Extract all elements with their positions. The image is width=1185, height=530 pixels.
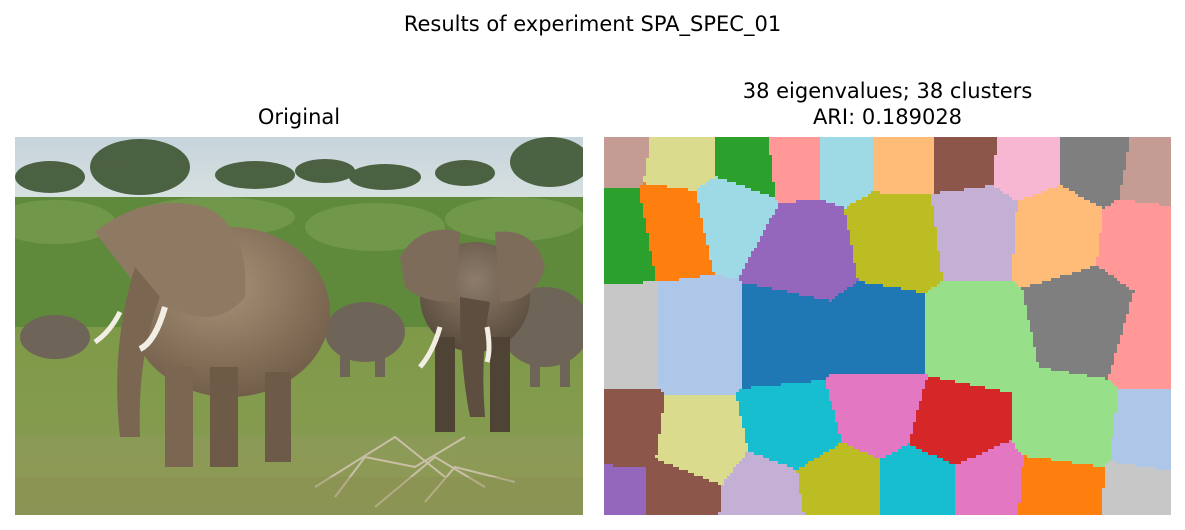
segmentation-title-ari: ARI: 0.189028 (604, 104, 1171, 130)
segmentation-map (604, 137, 1171, 515)
figure-title: Results of experiment SPA_SPEC_01 (0, 12, 1185, 36)
original-panel-title: Original (15, 104, 583, 130)
original-image (15, 137, 583, 515)
segmentation-panel-title: 38 eigenvalues; 38 clusters ARI: 0.18902… (604, 78, 1171, 130)
segmentation-title-eigenvalues: 38 eigenvalues; 38 clusters (604, 78, 1171, 104)
